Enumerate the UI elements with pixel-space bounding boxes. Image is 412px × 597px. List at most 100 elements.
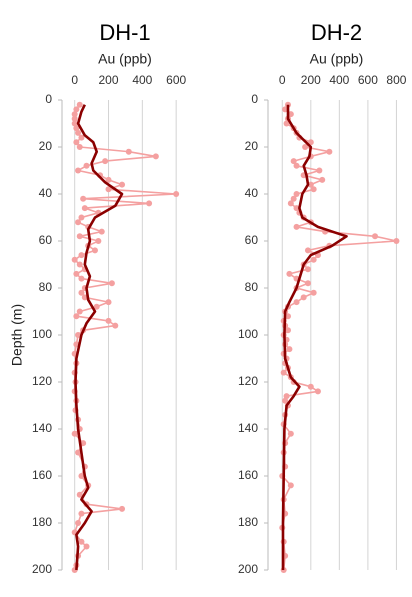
sample-point <box>304 280 311 287</box>
sample-point <box>105 317 112 324</box>
sample-point <box>75 167 82 174</box>
sample-point <box>286 270 293 277</box>
sample-point <box>319 176 326 183</box>
y-tick-label: 120 <box>32 374 52 388</box>
x-tick-label: 200 <box>301 73 321 87</box>
sample-point <box>78 538 85 545</box>
smoothed-line <box>74 104 124 571</box>
sample-point <box>105 299 112 306</box>
sample-point <box>71 115 78 122</box>
x-tick-label: 800 <box>386 73 406 87</box>
sample-point <box>307 383 314 390</box>
sample-point <box>76 491 83 498</box>
y-tick-label: 20 <box>39 139 53 153</box>
sample-point <box>76 308 83 315</box>
y-tick-label: 40 <box>245 186 259 200</box>
sample-point <box>78 289 85 296</box>
y-tick-label: 80 <box>245 280 259 294</box>
sample-point <box>76 101 83 108</box>
sample-point <box>76 233 83 240</box>
y-tick-label: 160 <box>32 468 52 482</box>
sample-point <box>73 313 80 320</box>
sample-point <box>78 214 85 221</box>
sample-point <box>71 430 78 437</box>
sample-point <box>105 176 112 183</box>
x-tick-label: 0 <box>279 73 286 87</box>
sample-point <box>105 186 112 193</box>
y-tick-label: 100 <box>32 327 52 341</box>
sample-point <box>283 393 290 400</box>
panel-title: DH-2 <box>311 20 362 45</box>
y-tick-label: 160 <box>238 468 258 482</box>
sample-point <box>80 195 87 202</box>
sample-point <box>287 430 294 437</box>
sample-point <box>302 144 309 150</box>
sample-point <box>286 346 293 353</box>
sample-point <box>71 111 78 118</box>
sample-point <box>152 153 159 160</box>
sample-point <box>280 369 287 376</box>
sample-point <box>393 238 400 244</box>
sample-point <box>119 505 126 512</box>
sample-point <box>125 148 132 155</box>
sample-point <box>282 397 289 404</box>
sample-point <box>78 134 85 141</box>
sample-point <box>75 129 82 136</box>
sample-point <box>293 223 300 230</box>
sample-point <box>102 158 109 165</box>
sample-point <box>75 219 82 226</box>
y-tick-label: 180 <box>32 515 52 529</box>
sample-line <box>73 104 177 571</box>
sample-point <box>76 261 83 268</box>
x-axis-label: Au (ppb) <box>98 51 152 67</box>
sample-point <box>293 191 300 197</box>
y-tick-label: 180 <box>238 515 258 529</box>
sample-point <box>173 191 180 197</box>
sample-point <box>284 313 291 320</box>
sample-point <box>112 322 119 329</box>
sample-point <box>75 332 82 338</box>
sample-point <box>73 106 80 113</box>
sample-point <box>73 125 80 132</box>
sample-point <box>146 200 153 207</box>
sample-point <box>282 106 289 113</box>
y-tick-label: 80 <box>39 280 53 294</box>
sample-point <box>304 266 311 273</box>
y-tick-label: 0 <box>45 92 52 106</box>
sample-point <box>316 167 323 174</box>
x-tick-label: 400 <box>329 73 349 87</box>
sample-point <box>98 228 105 235</box>
sample-point <box>95 238 102 244</box>
sample-point <box>293 162 300 169</box>
sample-point <box>300 294 307 301</box>
sample-point <box>81 205 88 212</box>
sample-point <box>91 247 98 254</box>
sample-point <box>293 205 300 212</box>
y-tick-label: 0 <box>251 92 258 106</box>
sample-point <box>290 195 297 202</box>
sample-point <box>75 520 82 526</box>
y-tick-label: 140 <box>32 421 52 435</box>
sample-point <box>314 388 321 395</box>
sample-point <box>287 200 294 207</box>
sample-point <box>73 270 80 277</box>
sample-point <box>71 256 78 263</box>
sample-point <box>310 256 317 263</box>
sample-point <box>78 473 85 479</box>
sample-point <box>73 139 80 146</box>
panel-title: DH-1 <box>99 20 150 45</box>
sample-point <box>78 275 85 282</box>
sample-point <box>290 158 297 165</box>
sample-point <box>108 280 115 287</box>
sample-point <box>93 303 100 310</box>
y-tick-label: 20 <box>245 139 259 153</box>
y-axis-label: Depth (m) <box>9 304 25 366</box>
sample-point <box>293 299 300 306</box>
sample-point <box>287 111 294 118</box>
x-tick-label: 600 <box>166 73 186 87</box>
y-tick-label: 120 <box>238 374 258 388</box>
y-tick-label: 60 <box>39 233 53 247</box>
smoothed-line <box>281 104 348 570</box>
x-axis-label: Au (ppb) <box>310 51 364 67</box>
